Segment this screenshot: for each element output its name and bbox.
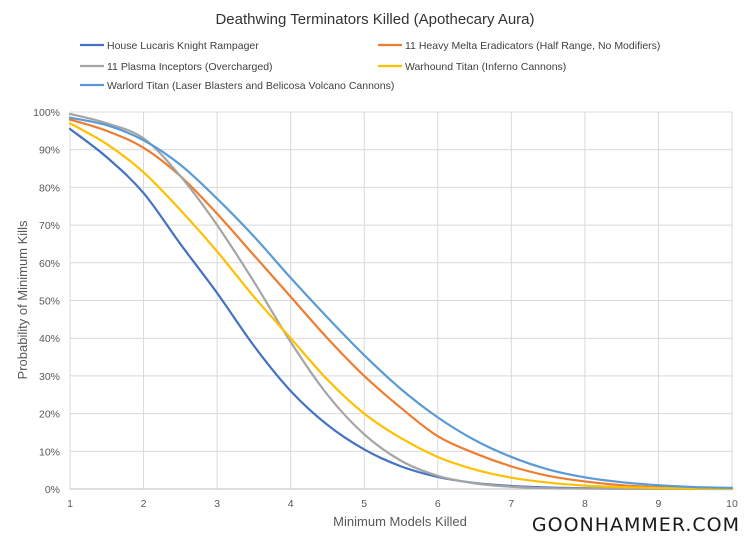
series-line-4 — [68, 122, 734, 490]
y-tick-label: 50% — [39, 296, 60, 308]
series-line-3 — [68, 112, 734, 491]
x-axis-label: Minimum Models Killed — [333, 514, 467, 529]
y-tick-label: 100% — [33, 107, 60, 119]
x-tick-label: 1 — [67, 498, 73, 510]
x-tick-label: 4 — [288, 498, 294, 510]
y-tick-label: 60% — [39, 258, 60, 270]
series-line-5 — [68, 116, 734, 489]
x-tick-label: 9 — [656, 498, 662, 510]
legend-label: 11 Heavy Melta Eradicators (Half Range, … — [405, 40, 660, 52]
y-tick-label: 70% — [39, 220, 60, 232]
chart-title: Deathwing Terminators Killed (Apothecary… — [215, 11, 534, 28]
legend-label: House Lucaris Knight Rampager — [107, 40, 259, 52]
y-tick-label: 20% — [39, 409, 60, 421]
y-tick-label: 30% — [39, 371, 60, 383]
x-tick-label: 5 — [361, 498, 367, 510]
series-lines — [68, 112, 734, 491]
y-tick-label: 40% — [39, 333, 60, 345]
x-tick-label: 2 — [141, 498, 147, 510]
grid — [69, 111, 733, 490]
legend-label: Warhound Titan (Inferno Cannons) — [405, 61, 566, 73]
y-tick-label: 0% — [45, 484, 60, 496]
goonhammer-watermark: GOONHAMMER.COM — [532, 514, 740, 536]
y-axis-label: Probability of Minimum Kills — [15, 220, 30, 379]
x-tick-label: 8 — [582, 498, 588, 510]
x-tick-label: 10 — [726, 498, 738, 510]
legend: House Lucaris Knight Rampager 11 Heavy Me… — [80, 40, 660, 92]
x-tick-label: 6 — [435, 498, 441, 510]
x-tick-label: 7 — [508, 498, 514, 510]
legend-label: Warlord Titan (Laser Blasters and Belico… — [107, 80, 394, 92]
x-tick-label: 3 — [214, 498, 220, 510]
y-tick-label: 90% — [39, 145, 60, 157]
x-axis-ticks: 1 2 3 4 5 6 7 8 9 10 — [67, 498, 738, 510]
y-tick-label: 10% — [39, 446, 60, 458]
y-tick-label: 80% — [39, 182, 60, 194]
y-axis-ticks: 0% 10% 20% 30% 40% 50% 60% 70% 80% 90% 100% — [33, 107, 60, 496]
legend-label: 11 Plasma Inceptors (Overcharged) — [107, 61, 273, 73]
